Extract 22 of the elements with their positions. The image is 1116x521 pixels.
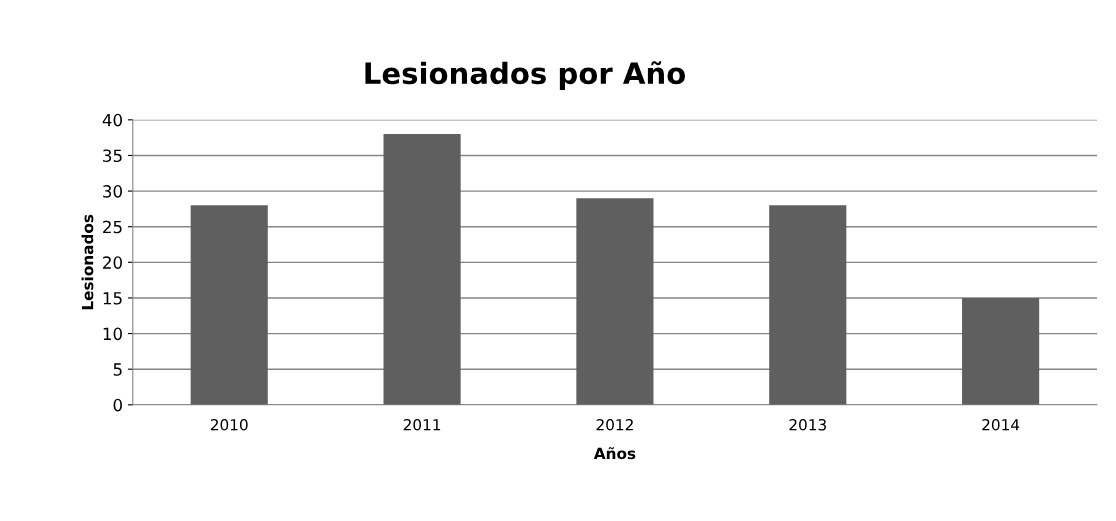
x-axis-title: Años <box>593 447 636 460</box>
bar <box>962 297 1040 405</box>
bar <box>576 198 654 405</box>
y-tick-label: 20 <box>103 256 122 269</box>
chart-title: Lesionados por Año <box>365 61 685 90</box>
y-tick-label: 35 <box>103 149 122 163</box>
x-tick-label: 2013 <box>789 418 826 431</box>
bar <box>190 205 268 405</box>
y-tick-label: 10 <box>103 327 122 341</box>
x-tick-label: 2014 <box>982 418 1020 431</box>
y-tick-label: 0 <box>113 398 122 412</box>
y-tick-label: 15 <box>103 292 122 305</box>
bar <box>383 134 461 405</box>
x-tick-label: 2011 <box>403 418 441 431</box>
y-axis-title: Lesionados <box>81 214 94 310</box>
y-tick-label: 40 <box>102 113 122 127</box>
x-tick-label: 2012 <box>596 418 633 431</box>
y-tick-label: 5 <box>113 363 122 376</box>
x-tick-label: 2010 <box>210 418 248 431</box>
bar <box>769 205 847 405</box>
y-tick-label: 25 <box>103 220 122 234</box>
y-tick-label: 30 <box>103 185 122 198</box>
